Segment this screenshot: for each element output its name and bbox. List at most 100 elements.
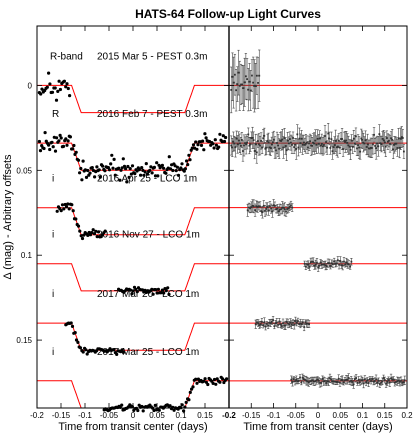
data-point (115, 352, 119, 356)
residual-point (340, 128, 344, 150)
data-point (98, 175, 102, 179)
date-label-5: 2017 Mar 25 - LCO 1m (97, 347, 199, 358)
data-point (60, 203, 65, 207)
data-point (57, 79, 61, 83)
data-point (168, 404, 172, 408)
data-point (185, 159, 189, 163)
data-point (50, 90, 55, 94)
residual-point (314, 129, 317, 152)
residual-point (276, 204, 279, 214)
data-point (204, 136, 208, 140)
date-label-4: 2017 Mar 20 - LCO 1m (97, 289, 199, 300)
data-point (153, 403, 157, 407)
data-point (190, 146, 194, 150)
residual-point (370, 137, 374, 159)
residual-point (305, 319, 308, 328)
data-point (68, 94, 72, 98)
data-point (173, 164, 177, 168)
residual-point (373, 377, 377, 385)
data-point (203, 132, 207, 136)
data-point (85, 352, 89, 356)
data-point (65, 143, 69, 147)
data-point (166, 286, 170, 290)
residual-point (315, 258, 319, 268)
data-point (47, 143, 51, 147)
data-point (141, 409, 145, 413)
data-point (110, 153, 114, 157)
residual-point (305, 260, 309, 268)
data-point (42, 146, 46, 151)
residual-point (381, 377, 384, 386)
data-point (118, 178, 122, 182)
data-point (84, 175, 89, 179)
data-point (76, 158, 81, 162)
data-point (58, 87, 63, 92)
residual-point (325, 263, 328, 270)
residual-point (339, 256, 342, 266)
residual-point (307, 320, 311, 328)
data-point (135, 169, 139, 173)
residual-point (290, 320, 293, 329)
data-point (133, 172, 137, 176)
filter-label-3: i (52, 230, 54, 241)
residual-point (403, 375, 406, 385)
data-point (184, 400, 188, 404)
data-point (191, 385, 195, 389)
residual-point (279, 204, 283, 215)
residual-point (236, 66, 239, 102)
data-point (79, 234, 83, 238)
residual-point (317, 377, 320, 385)
residual-point (394, 136, 397, 152)
data-point (206, 382, 210, 387)
data-point (84, 348, 88, 352)
data-point (188, 158, 192, 162)
data-point (152, 408, 156, 413)
residual-point (313, 132, 316, 155)
residual-point (315, 135, 318, 154)
residual-point (301, 373, 304, 382)
residual-point (295, 375, 298, 385)
data-point (59, 136, 63, 140)
residual-point (288, 202, 291, 212)
data-point (180, 162, 184, 166)
x-tick-label: 0.05 (332, 411, 348, 420)
data-point (117, 166, 121, 170)
data-point (140, 404, 144, 409)
data-point (126, 164, 130, 169)
data-point (150, 171, 154, 175)
residual-point (253, 59, 256, 113)
residual-point (348, 378, 352, 385)
residual-point (265, 202, 268, 216)
data-point (127, 175, 131, 179)
data-point (171, 168, 175, 173)
data-point (209, 143, 213, 147)
residual-point (306, 376, 309, 386)
data-point (111, 166, 115, 170)
data-point (218, 132, 222, 136)
data-point (90, 231, 94, 235)
residual-point (312, 257, 315, 267)
data-point (145, 172, 150, 176)
data-point (150, 287, 154, 291)
x-tick-label: -0.2 (222, 411, 236, 420)
residual-point (391, 376, 394, 383)
data-point (64, 85, 68, 89)
data-point (199, 143, 204, 147)
data-point (112, 157, 116, 161)
residual-point (353, 375, 357, 383)
data-point (48, 82, 52, 86)
data-point (137, 168, 141, 172)
residual-point (291, 377, 294, 387)
residual-point (248, 137, 251, 155)
residual-point (302, 374, 305, 384)
residual-point (402, 144, 406, 159)
data-point (40, 87, 44, 91)
data-point (67, 207, 71, 211)
residual-point (362, 132, 365, 153)
residual-point (248, 203, 252, 214)
data-point (164, 289, 168, 293)
residual-point (290, 203, 294, 212)
data-point (71, 147, 75, 151)
data-point (176, 173, 181, 177)
residual-point (274, 142, 278, 159)
